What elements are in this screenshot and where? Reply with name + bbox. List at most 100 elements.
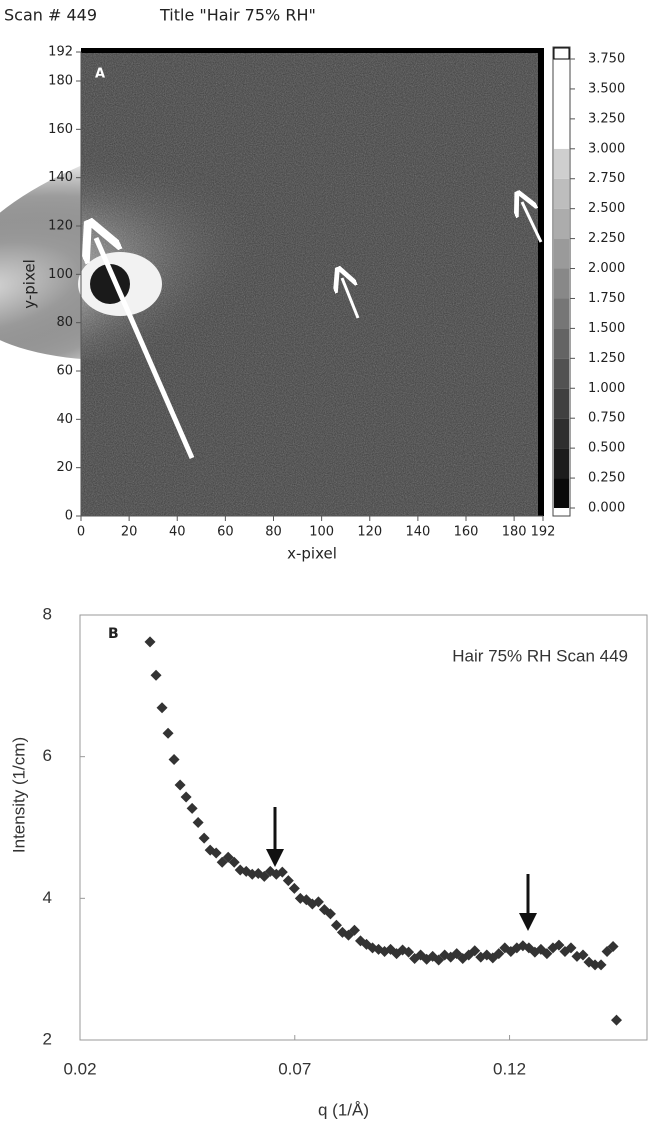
plot-frame bbox=[79, 614, 648, 1041]
data-point bbox=[180, 791, 192, 803]
data-point bbox=[493, 948, 505, 960]
data-point bbox=[611, 1014, 623, 1026]
data-point bbox=[144, 636, 156, 648]
y-tick-label: 100 bbox=[48, 267, 73, 282]
data-point bbox=[192, 817, 204, 829]
y-axis-title: Intensity (1/cm) bbox=[9, 737, 28, 853]
colorbar-cell bbox=[554, 328, 569, 359]
data-point bbox=[565, 942, 577, 954]
x-tick-label: 0.07 bbox=[278, 1059, 311, 1078]
colorbar-cell bbox=[554, 59, 569, 89]
data-point bbox=[168, 754, 180, 765]
data-point bbox=[186, 802, 198, 814]
y-tick-label: 40 bbox=[56, 412, 73, 427]
data-point bbox=[589, 959, 601, 971]
y-tick-label: 60 bbox=[56, 364, 73, 379]
data-point bbox=[246, 868, 258, 880]
colorbar-tick-label: 0.750 bbox=[588, 411, 625, 426]
annotation: Hair 75% RH Scan 449 bbox=[452, 646, 628, 665]
colorbar-tick-label: 3.750 bbox=[588, 52, 625, 67]
panel-label: A bbox=[95, 67, 105, 82]
colorbar-tick-label: 3.500 bbox=[588, 81, 625, 96]
x-tick-label: 0.12 bbox=[493, 1059, 526, 1078]
data-point bbox=[156, 702, 168, 714]
colorbar-cell bbox=[554, 268, 569, 299]
data-point bbox=[348, 924, 360, 936]
colorbar-cell bbox=[554, 118, 569, 149]
x-tick-label: 180 bbox=[502, 525, 527, 540]
colorbar-cell bbox=[554, 298, 569, 329]
colorbar-tick-label: 0.500 bbox=[588, 441, 625, 456]
x-tick-label: 100 bbox=[309, 525, 334, 540]
data-point bbox=[607, 941, 619, 952]
colorbar-tick-label: 2.750 bbox=[588, 171, 625, 186]
image-edge bbox=[538, 48, 544, 516]
data-point bbox=[553, 939, 565, 951]
x-tick-label: 40 bbox=[169, 525, 186, 540]
y-tick-label: 20 bbox=[56, 460, 73, 475]
data-point bbox=[324, 908, 336, 920]
data-point bbox=[288, 882, 300, 894]
panel-b: B Hair 75% RH Scan 449 0.02 0.07 0.12 2 4 6 8 q (… bbox=[9, 604, 648, 1119]
colorbar-cell bbox=[554, 238, 569, 269]
y-tick-label: 192 bbox=[48, 45, 73, 60]
arrow bbox=[342, 278, 360, 319]
colorbar-tick-label: 1.000 bbox=[588, 381, 625, 396]
x-tick-label: 80 bbox=[265, 525, 282, 540]
title: Scan # 449 bbox=[4, 6, 97, 25]
y-tick-label: 8 bbox=[43, 604, 52, 623]
x-tick-label: 60 bbox=[217, 525, 234, 540]
data-point bbox=[403, 946, 415, 958]
data-point bbox=[312, 896, 324, 908]
panel-a: Scan # 449 Title "Hair 75% RH" A 0 20 40 60 80 1… bbox=[0, 6, 625, 563]
y-tick-label: 120 bbox=[48, 219, 73, 234]
colorbar-tick-label: 2.500 bbox=[588, 201, 625, 216]
x-tick-label: 140 bbox=[405, 525, 430, 540]
arrow bbox=[96, 238, 195, 459]
data-point bbox=[330, 919, 342, 931]
data-point bbox=[150, 669, 162, 681]
colorbar-tick-label: 2.250 bbox=[588, 231, 625, 246]
y-tick-label: 6 bbox=[43, 746, 52, 765]
y-tick-label: 0 bbox=[65, 509, 73, 524]
x-tick-label: 160 bbox=[454, 525, 479, 540]
y-tick-label: 140 bbox=[48, 170, 73, 185]
colorbar-tick-label: 2.000 bbox=[588, 261, 625, 276]
y-tick-label: 180 bbox=[48, 74, 73, 89]
data-point bbox=[577, 949, 589, 961]
colorbar-tick-label: 0.000 bbox=[588, 501, 625, 516]
subtitle: Title "Hair 75% RH" bbox=[159, 6, 316, 25]
data-point bbox=[276, 866, 288, 878]
colorbar-cell bbox=[554, 88, 569, 119]
colorbar-frame bbox=[552, 46, 571, 517]
y-tick-label: 4 bbox=[43, 888, 52, 907]
colorbar-cell bbox=[554, 448, 569, 479]
data-point bbox=[198, 832, 210, 844]
data-point bbox=[210, 847, 222, 859]
colorbar-cell bbox=[554, 148, 569, 179]
colorbar-cell bbox=[554, 478, 569, 508]
colorbar-tick-label: 1.500 bbox=[588, 321, 625, 336]
data-point bbox=[282, 875, 294, 887]
data-point bbox=[505, 945, 517, 957]
x-tick-label: 0 bbox=[77, 525, 85, 540]
y-axis-title: y-pixel bbox=[21, 259, 39, 309]
colorbar-cell bbox=[554, 208, 569, 239]
image-edge bbox=[81, 48, 543, 53]
panel-label: B bbox=[108, 626, 119, 642]
x-tick-label: 20 bbox=[121, 525, 138, 540]
colorbar-cell bbox=[553, 47, 570, 60]
colorbar-tick-label: 1.750 bbox=[588, 291, 625, 306]
colorbar-cell bbox=[554, 178, 569, 209]
x-axis-title: x-pixel bbox=[287, 545, 337, 563]
arrow bbox=[522, 202, 543, 243]
y-tick-label: 160 bbox=[48, 122, 73, 137]
colorbar-tick-label: 1.250 bbox=[588, 351, 625, 366]
x-axis-title: q (1/Å) bbox=[318, 1100, 369, 1119]
y-tick-label: 2 bbox=[43, 1029, 52, 1048]
colorbar-tick-label: 3.000 bbox=[588, 141, 625, 156]
data-point bbox=[174, 779, 186, 791]
x-tick-label: 120 bbox=[357, 525, 382, 540]
colorbar-tick-label: 0.250 bbox=[588, 471, 625, 486]
